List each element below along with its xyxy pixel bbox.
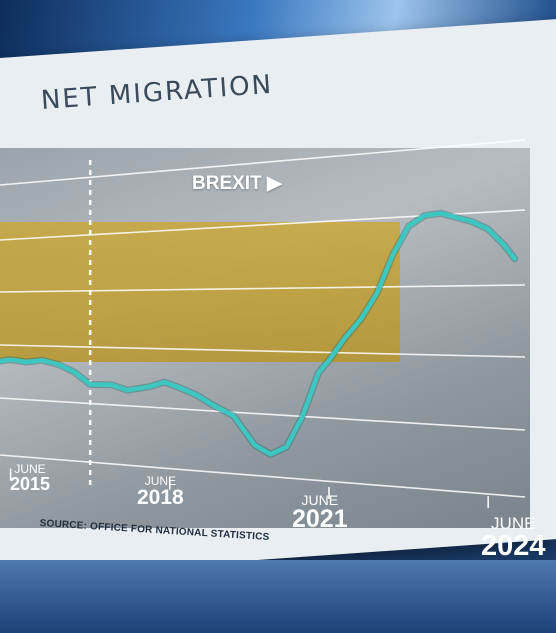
- data-point-29: [471, 220, 474, 223]
- data-point-8: [126, 389, 129, 392]
- data-point-20: [327, 359, 331, 362]
- data-point-14: [232, 414, 235, 417]
- data-point-2: [25, 360, 28, 364]
- x-tick-year: 2015: [10, 474, 51, 494]
- data-point-12: [195, 393, 198, 397]
- data-point-22: [359, 318, 362, 321]
- data-point-3: [41, 359, 44, 362]
- data-point-27: [439, 212, 442, 215]
- brexit-label-text: BREXIT: [192, 173, 262, 194]
- gridline-4: [0, 397, 526, 431]
- x-tick-year: 2021: [292, 505, 348, 533]
- data-point-19: [317, 371, 320, 375]
- data-point-10: [163, 380, 166, 384]
- data-point-15: [253, 443, 256, 447]
- data-point-31: [502, 243, 506, 247]
- data-point-13: [211, 403, 214, 406]
- brexit-arrow-icon: ▶: [266, 173, 282, 194]
- x-tick-month: JUNE: [14, 462, 46, 476]
- data-point-4: [57, 363, 60, 366]
- data-point-7: [110, 383, 113, 386]
- series-line-net-migration: [0, 211, 517, 457]
- gridline-5: [0, 454, 526, 498]
- background-yellow-sign: [0, 222, 400, 362]
- brexit-annotation-label: BREXIT ▶: [192, 172, 282, 195]
- data-point-30: [487, 228, 490, 231]
- series-line-shadow: [0, 209, 519, 458]
- data-point-6: [89, 383, 92, 386]
- x-tick-year: 2018: [137, 486, 184, 509]
- x-tick-month: JUNE: [144, 474, 177, 488]
- x-tick-year: 2024: [481, 530, 546, 562]
- data-point-23: [375, 292, 378, 295]
- data-point-25: [407, 225, 410, 228]
- background-bottom-band: [0, 560, 556, 633]
- x-tick-2021: JUNE 2021: [292, 493, 348, 532]
- data-point-11: [179, 386, 182, 390]
- data-point-17: [285, 445, 288, 449]
- x-tick-2024: JUNE 2024: [481, 515, 546, 561]
- data-point-16: [269, 453, 272, 456]
- gridline-0: [0, 139, 526, 186]
- x-tick-2015: JUNE 2015: [10, 463, 50, 493]
- data-point-9: [147, 385, 150, 388]
- data-point-32: [513, 257, 516, 260]
- x-tick-month: JUNE: [491, 514, 536, 533]
- data-point-26: [423, 214, 426, 217]
- data-point-18: [301, 415, 304, 418]
- data-point-0: [0, 359, 2, 363]
- x-tick-month: JUNE: [301, 492, 339, 508]
- x-tick-2018: JUNE 2018: [137, 475, 184, 508]
- data-point-21: [343, 336, 347, 340]
- data-point-24: [391, 253, 394, 257]
- gridline-3: [0, 344, 526, 358]
- gridline-2: [0, 284, 526, 293]
- data-point-5: [73, 370, 76, 374]
- data-point-1: [9, 358, 12, 361]
- data-point-28: [455, 216, 458, 219]
